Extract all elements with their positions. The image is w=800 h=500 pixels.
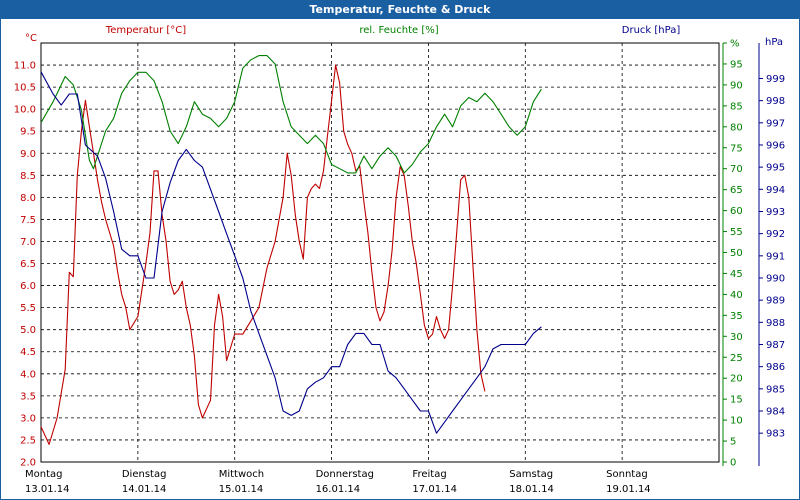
pressure-tick-label: 987 [766,340,785,351]
x-date-label: 13.01.14 [25,484,70,495]
temperature-tick-label: 4.5 [20,347,36,358]
x-day-label: Sonntag [606,469,648,480]
chart-canvas: 2.0 2.5 3.0 3.5 4.0 4.5 5.0 5.5 6.0 6.5 7.0 7.5 8.0 8… [14,25,785,495]
pressure-tick-label: 991 [766,251,785,262]
humidity-tick-label: 50 [730,248,743,259]
pressure-tick-label: 992 [766,229,785,240]
pressure-unit-label: hPa [765,37,783,48]
x-day-label: Samstag [509,469,553,480]
temperature-tick-label: 2.0 [20,458,36,469]
pressure-tick-label: 983 [766,429,785,440]
pressure-tick-label: 999 [766,74,785,85]
temperature-tick-label: 10.5 [14,83,36,94]
temperature-tick-label: 5.5 [20,303,36,314]
humidity-tick-label: 75 [730,143,743,154]
temperature-tick-label: 9.0 [20,149,36,160]
pressure-tick-label: 984 [766,407,785,418]
plot-border [40,42,720,463]
temperature-tick-label: 10.0 [14,105,36,116]
humidity-tick-label: 65 [730,185,743,196]
humidity-tick-label: 15 [730,395,743,406]
pressure-tick-label: 989 [766,296,785,307]
humidity-tick-label: 30 [730,332,743,343]
pressure-tick-label: 993 [766,207,785,218]
pressure-tick-label: 986 [766,362,785,373]
temperature-tick-label: 3.5 [20,391,36,402]
humidity-tick-label: 25 [730,353,743,364]
pressure-tick-label: 985 [766,384,785,395]
humidity-tick-label: 10 [730,416,743,427]
pressure-series-line [40,71,542,434]
temperature-tick-label: 3.0 [20,413,36,424]
temperature-tick-label: 8.0 [20,193,36,204]
pressure-tick-label: 988 [766,318,785,329]
humidity-tick-label: 60 [730,206,743,217]
humidity-tick-label: 20 [730,374,743,385]
humidity-tick-label: % [730,39,740,50]
humidity-series-line [40,55,542,174]
pressure-tick-label: 990 [766,273,785,284]
pressure-tick-label: 996 [766,140,785,151]
x-date-label: 15.01.14 [219,484,264,495]
temperature-tick-label: 11.0 [14,61,36,72]
temperature-tick-label: 9.5 [20,127,36,138]
x-date-label: 18.01.14 [509,484,554,495]
temperature-legend-label: Temperatur [°C] [105,25,186,36]
x-day-label: Mittwoch [219,469,264,480]
humidity-tick-label: 55 [730,227,743,238]
humidity-tick-label: 45 [730,269,743,280]
x-date-label: 17.01.14 [412,484,457,495]
temperature-tick-label: 6.5 [20,259,36,270]
temperature-series-line [40,64,486,445]
humidity-tick-label: 85 [730,101,743,112]
temperature-tick-label: 2.5 [20,435,36,446]
temperature-tick-label: 7.5 [20,215,36,226]
x-day-label: Montag [25,469,62,480]
humidity-tick-label: 5 [730,437,736,448]
x-date-label: 16.01.14 [316,484,361,495]
pressure-tick-label: 997 [766,118,785,129]
temperature-tick-label: 7.0 [20,237,36,248]
humidity-tick-label: 40 [730,290,743,301]
humidity-legend-label: rel. Feuchte [%] [359,25,438,36]
humidity-tick-label: 80 [730,122,743,133]
pressure-tick-label: 994 [766,185,785,196]
pressure-tick-label: 998 [766,96,785,107]
pressure-legend-label: Druck [hPa] [622,25,681,36]
x-date-label: 14.01.14 [122,484,167,495]
humidity-tick-label: 70 [730,164,743,175]
x-day-label: Dienstag [122,469,167,480]
pressure-tick-label: 995 [766,163,785,174]
temperature-tick-label: 6.0 [20,281,36,292]
temperature-unit-label: °C [25,33,37,44]
humidity-tick-label: 0 [730,458,736,469]
humidity-tick-label: 35 [730,311,743,322]
humidity-tick-label: 95 [730,59,743,70]
temperature-tick-label: 5.0 [20,325,36,336]
x-day-label: Freitag [412,469,446,480]
x-day-label: Donnerstag [316,469,374,480]
x-date-label: 19.01.14 [606,484,651,495]
temperature-tick-label: 4.0 [20,369,36,380]
temperature-tick-label: 8.5 [20,171,36,182]
humidity-tick-label: 90 [730,80,743,91]
chart-title: Temperatur, Feuchte & Druck [1,1,799,19]
